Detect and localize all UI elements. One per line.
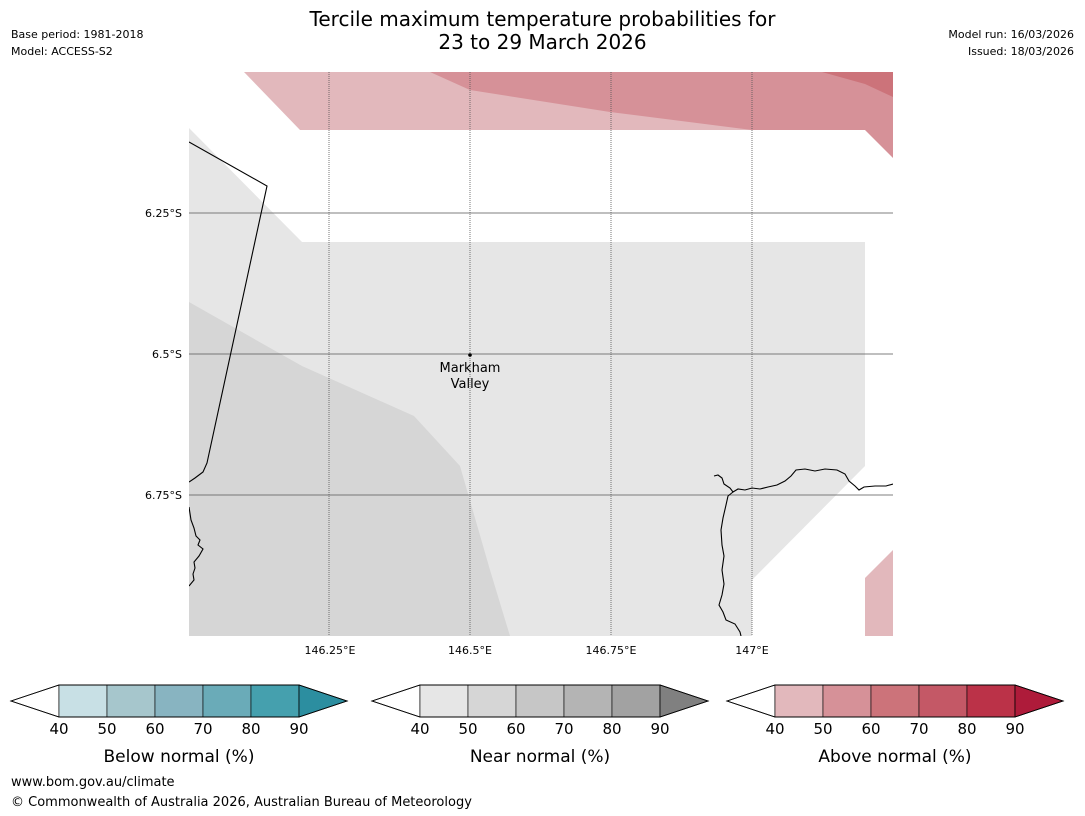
coastlines (189, 141, 893, 636)
lon-label-147: 147°E (735, 644, 768, 657)
legend-below-tick-50: 50 (97, 720, 116, 738)
legend-above: 40 50 60 70 80 90 Above normal (%) (725, 684, 1065, 767)
legend-below-title: Below normal (%) (104, 747, 255, 767)
legend-below-cell-2 (154, 684, 204, 718)
legend-above-tick-60: 60 (861, 720, 880, 738)
legend-near-tick-50: 50 (458, 720, 477, 738)
footer-url: www.bom.gov.au/climate (11, 775, 175, 790)
base-period: Base period: 1981-2018 (11, 28, 144, 41)
legend-below-min-arrow (9, 684, 60, 718)
legend-below-tick-80: 80 (241, 720, 260, 738)
legend-near-min-arrow (370, 684, 421, 718)
legend-above-tick-40: 40 (765, 720, 784, 738)
legend-above-max-arrow (1014, 684, 1065, 718)
lat-label-6-75: 6.75°S (145, 489, 182, 502)
legend-near: 40 50 60 70 80 90 Near normal (%) (370, 684, 710, 767)
legend-near-tick-60: 60 (506, 720, 525, 738)
footer-copyright: © Commonwealth of Australia 2026, Austra… (11, 795, 472, 810)
east-coastline (713, 468, 893, 493)
issued-date: Issued: 18/03/2026 (967, 45, 1074, 58)
legend-near-max-arrow (659, 684, 710, 718)
legend-near-tick-80: 80 (602, 720, 621, 738)
east-coastline-south (718, 491, 742, 636)
legend-above-cell-1 (822, 684, 872, 718)
legend-below: 40 50 60 70 80 90 Below normal (%) (9, 684, 349, 767)
legend-above-cell-0 (774, 684, 824, 718)
above-normal-40-corner-region (865, 550, 893, 636)
legend-below-cell-4 (250, 684, 300, 718)
model-run: Model run: 16/03/2026 (948, 28, 1074, 41)
title-line-2: 23 to 29 March 2026 (438, 30, 647, 54)
legend-below-cell-1 (106, 684, 156, 718)
legend-above-outline (725, 684, 1065, 718)
legend-above-tick-50: 50 (813, 720, 832, 738)
above-normal-60-region (822, 72, 893, 97)
place-name-line-2: Valley (451, 377, 490, 392)
lon-label-146-25: 146.25°E (305, 644, 356, 657)
lat-label-6-25: 6.25°S (145, 207, 182, 220)
lon-label-146-5: 146.5°E (448, 644, 492, 657)
legend-near-tick-40: 40 (410, 720, 429, 738)
place-name-line-1: Markham (440, 361, 501, 376)
west-coastline (189, 506, 204, 587)
legend-above-tick-90: 90 (1005, 720, 1024, 738)
legend-near-tick-90: 90 (650, 720, 669, 738)
legend-near-cell-0 (419, 684, 469, 718)
legend-near-cell-3 (563, 684, 613, 718)
title-line-1: Tercile maximum temperature probabilitie… (309, 7, 776, 31)
legend-near-cell-1 (467, 684, 517, 718)
legend-above-title: Above normal (%) (818, 747, 971, 767)
legend-above-cell-4 (966, 684, 1016, 718)
legend-below-cell-3 (202, 684, 252, 718)
legend-below-tick-60: 60 (145, 720, 164, 738)
legend-below-tick-40: 40 (49, 720, 68, 738)
legend-above-tick-70: 70 (909, 720, 928, 738)
legend-above-tick-80: 80 (957, 720, 976, 738)
legend-near-tick-70: 70 (554, 720, 573, 738)
legend-below-tick-70: 70 (193, 720, 212, 738)
meta-right: Model run: 16/03/2026 Issued: 18/03/2026 (948, 26, 1074, 60)
legend-near-cell-4 (611, 684, 661, 718)
legend-near-title: Near normal (%) (470, 747, 610, 767)
lon-label-146-75: 146.75°E (586, 644, 637, 657)
above-normal-50-region (430, 72, 893, 158)
lat-label-6-5: 6.5°S (152, 348, 182, 361)
legend-below-tick-90: 90 (289, 720, 308, 738)
chart-title: Tercile maximum temperature probabilitie… (0, 8, 1085, 54)
legend-below-max-arrow (298, 684, 349, 718)
legend-near-outline (370, 684, 710, 718)
near-normal-50-region (189, 302, 510, 636)
legend-above-cell-2 (870, 684, 920, 718)
legend-below-outline (9, 684, 349, 718)
model-name: Model: ACCESS-S2 (11, 45, 113, 58)
place-marker (468, 353, 472, 357)
legend-above-min-arrow (725, 684, 776, 718)
gridlines (189, 72, 893, 636)
border-line (189, 141, 268, 483)
legend-near-cell-2 (515, 684, 565, 718)
legend-below-cell-0 (58, 684, 108, 718)
meta-left: Base period: 1981-2018 Model: ACCESS-S2 (11, 26, 143, 60)
legend-above-cell-3 (918, 684, 968, 718)
